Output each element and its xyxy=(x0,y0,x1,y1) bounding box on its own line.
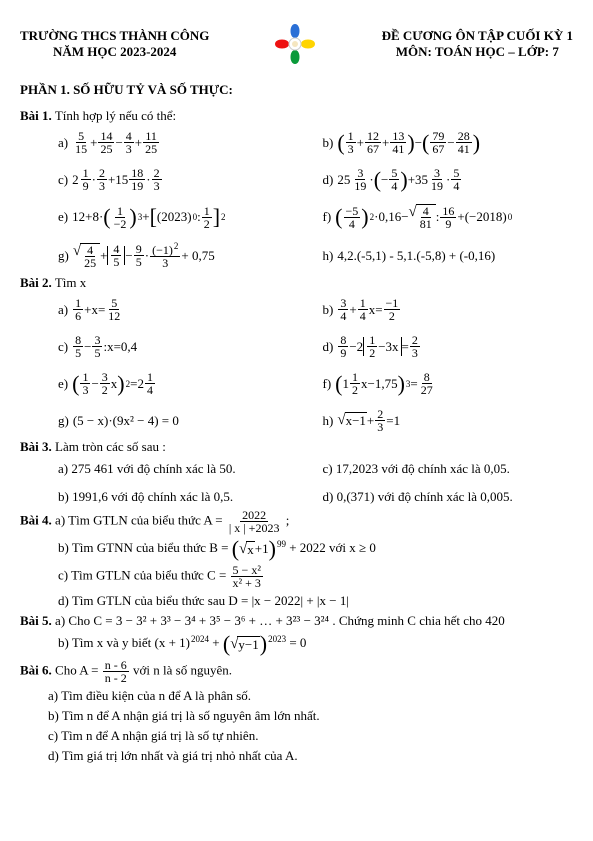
bai4-c: c) Tìm GTLN của biểu thức C = 5 − x²x² +… xyxy=(58,564,573,589)
bai1-b: b) ( 13+ 1267+ 1341 ) − ( 7967− 2841 ) xyxy=(323,130,574,155)
doc-subject: MÔN: TOÁN HỌC – LỚP: 7 xyxy=(396,44,559,60)
bai2-f: f) (112x−1,75)3 =827 xyxy=(323,371,574,396)
bai6-b: b) Tìm n để A nhận giá trị là số nguyên … xyxy=(48,708,573,724)
school-year: NĂM HỌC 2023-2024 xyxy=(53,44,177,60)
bai2-g: g) (5 − x)·(9x² − 4) = 0 xyxy=(58,408,309,433)
bai2-e: e) (13− 32x)2 =214 xyxy=(58,371,309,396)
bai5: Bài 5. a) Cho C = 3 − 3² + 3³ − 3⁴ + 3⁵ … xyxy=(20,613,573,655)
bai6: Bài 6. Cho A = n - 6n - 2 với n là số ng… xyxy=(20,659,573,684)
bai3-a: a) 275 461 với độ chính xác là 50. xyxy=(58,461,309,477)
bai2-text: Tìm x xyxy=(55,275,86,290)
bai6-sub: a) Tìm điều kiện của n để A là phân số. … xyxy=(20,688,573,764)
bai1-text: Tính hợp lý nếu có thể: xyxy=(55,108,176,123)
bai2-a: a) 16+x= 512 xyxy=(58,297,309,322)
bai3-text: Làm tròn các số sau : xyxy=(55,439,166,454)
logo xyxy=(271,20,319,68)
bai3-items: a) 275 461 với độ chính xác là 50. c) 17… xyxy=(20,461,573,505)
bai1-title: Bài 1. xyxy=(20,108,52,123)
bai2-items: a) 16+x= 512 b) 34+ 14x= −12 c) 85− 35:x… xyxy=(20,297,573,433)
bai5-title: Bài 5. xyxy=(20,613,52,628)
bai1: Bài 1. Tính hợp lý nếu có thể: xyxy=(20,108,573,124)
bai5-b: b) Tìm x và y biết (x + 1)2024 + (y−1)20… xyxy=(58,633,573,655)
header: TRƯỜNG THCS THÀNH CÔNG NĂM HỌC 2023-2024… xyxy=(20,20,573,68)
bai2: Bài 2. Tìm x xyxy=(20,275,573,291)
bai1-c: c) 219· 23+15 1819· 23 xyxy=(58,167,309,192)
bai4-title: Bài 4. xyxy=(20,512,52,527)
bai6-a: a) Tìm điều kiện của n để A là phân số. xyxy=(48,688,573,704)
bai3-title: Bài 3. xyxy=(20,439,52,454)
bai2-title: Bài 2. xyxy=(20,275,52,290)
page: { "header": { "school": "TRƯỜNG THCS THÀ… xyxy=(20,20,573,764)
bai1-a: a) 515+ 1425− 43+ 1125 xyxy=(58,130,309,155)
bai3: Bài 3. Làm tròn các số sau : xyxy=(20,439,573,455)
header-right: ĐỀ CƯƠNG ÔN TẬP CUỐI KỲ 1 MÔN: TOÁN HỌC … xyxy=(382,28,573,60)
header-left: TRƯỜNG THCS THÀNH CÔNG NĂM HỌC 2023-2024 xyxy=(20,28,209,60)
bai4-b: b) Tìm GTNN của biểu thức B = (x+1)99 + … xyxy=(58,538,573,560)
bai2-b: b) 34+ 14x= −12 xyxy=(323,297,574,322)
bai2-c: c) 85− 35:x=0,4 xyxy=(58,334,309,359)
bai1-e: e) 12+8·(1−2)3 + [(2023)0 : 12]2 xyxy=(58,204,309,230)
bai6-c: c) Tìm n để A nhận giá trị là số tự nhiê… xyxy=(48,728,573,744)
bai2-h: h) x−1+23=1 xyxy=(323,408,574,433)
section-title: PHẦN 1. SỐ HỮU TỶ VÀ SỐ THỰC: xyxy=(20,82,573,98)
doc-title: ĐỀ CƯƠNG ÔN TẬP CUỐI KỲ 1 xyxy=(382,28,573,44)
bai1-d: d) 25319· (−54) +35319· 54 xyxy=(323,167,574,192)
bai4: Bài 4. a) Tìm GTLN của biểu thức A = 202… xyxy=(20,509,573,609)
bai1-items: a) 515+ 1425− 43+ 1125 b) ( 13+ 1267+ 13… xyxy=(20,130,573,269)
school-name: TRƯỜNG THCS THÀNH CÔNG xyxy=(20,28,209,44)
bai4-d: d) Tìm GTLN của biểu thức sau D = |x − 2… xyxy=(58,593,573,609)
bai6-d: d) Tìm giá trị lớn nhất và giá trị nhỏ n… xyxy=(48,748,573,764)
bai1-g: g) 425 +45 −95· (−1)23 + 0,75 xyxy=(58,242,309,269)
bai2-d: d) 89−2 12−3x =23 xyxy=(323,334,574,359)
bai3-c: c) 17,2023 với độ chính xác là 0,05. xyxy=(323,461,574,477)
bai6-title: Bài 6. xyxy=(20,662,52,677)
bai1-h: h) 4,2.(-5,1) - 5,1.(-5,8) + (-0,16) xyxy=(323,242,574,269)
bai3-b: b) 1991,6 với độ chính xác là 0,5. xyxy=(58,489,309,505)
bai3-d: d) 0,(371) với độ chính xác là 0,005. xyxy=(323,489,574,505)
bai1-f: f) (−54)2 ·0,16− 481 :169+(−2018)0 xyxy=(323,204,574,230)
